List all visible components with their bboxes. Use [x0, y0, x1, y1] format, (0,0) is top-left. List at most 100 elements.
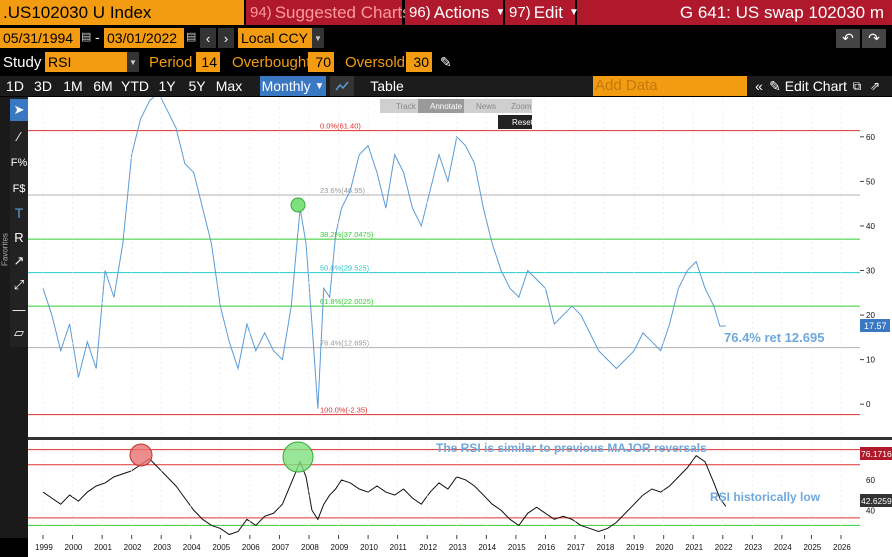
x-tick-label-2013: 2013	[449, 543, 467, 552]
x-tick-label-2022: 2022	[715, 543, 733, 552]
x-axis-bg	[28, 535, 892, 557]
text-tool-icon[interactable]: T	[14, 205, 24, 221]
news-button[interactable]: News	[476, 102, 496, 111]
fib-tool-icon[interactable]: F%	[10, 157, 28, 169]
collapse-icon[interactable]: «	[755, 78, 763, 94]
ray-tool-icon[interactable]: ⤢	[13, 277, 25, 292]
x-tick-label-2004: 2004	[183, 543, 201, 552]
start-date-input[interactable]: 05/31/1994	[0, 28, 80, 48]
period-button-1m[interactable]: 1M	[63, 78, 83, 94]
period-button-6m[interactable]: 6M	[93, 78, 113, 94]
currency-value: Local CCY	[241, 30, 308, 46]
edit-label: Edit	[533, 2, 563, 22]
fib-levels: 0.0%(61.40) 23.6%(46.95) 38.2%(37.0475) 50.…	[28, 122, 860, 416]
export-icon[interactable]: ⇗	[869, 79, 881, 93]
x-tick-label-2010: 2010	[360, 543, 378, 552]
start-date-value: 05/31/1994	[3, 30, 74, 46]
period-button-5y[interactable]: 5Y	[188, 78, 206, 94]
chart-area[interactable]: 0.0%(61.40) 23.6%(46.95) 38.2%(37.0475) 50.…	[28, 97, 892, 557]
end-calendar-icon[interactable]: ▤	[186, 31, 197, 43]
settings-edit-icon[interactable]: ⧉	[852, 78, 862, 93]
x-tick-label-2009: 2009	[331, 543, 349, 552]
x-tick-label-2003: 2003	[153, 543, 171, 552]
rsi-bottom-value: 42.6259	[861, 496, 892, 506]
oversold-input[interactable]: 30	[406, 52, 432, 72]
next-period-button[interactable]: ›	[218, 28, 234, 48]
tool-strip	[10, 97, 28, 347]
fib-label-3: 50.0%(29.525)	[320, 264, 370, 273]
overbought-input[interactable]: 70	[308, 52, 334, 72]
x-tick-label-2018: 2018	[597, 543, 615, 552]
fib-fan-tool-icon[interactable]: F$	[12, 183, 26, 195]
overbought-value: 70	[315, 54, 331, 70]
rsi-major-annotation: The RSI is similar to previous MAJOR rev…	[436, 441, 707, 455]
last-price-value: 17.57	[864, 321, 887, 331]
security-ticker: .US102030 U	[3, 2, 106, 22]
actions-caret-icon: ▼	[495, 7, 506, 18]
period-input[interactable]: 14	[196, 52, 220, 72]
add-data-input[interactable]: Add Data	[593, 76, 747, 96]
x-axis: 1999 2000 2001 2002 2003 2004 2005 2006 2007 2008…	[35, 97, 851, 552]
fib-label-5: 76.4%(12.695)	[320, 339, 370, 348]
horizontal-line-tool-icon[interactable]: —	[12, 301, 26, 317]
trend-tool-icon[interactable]: ↗	[13, 253, 25, 268]
pointer-tool-icon[interactable]: ➤	[10, 99, 28, 121]
rsi-highlight-2002	[129, 443, 153, 467]
period-label: Period	[149, 53, 193, 71]
fib-label-2: 38.2%(37.0475)	[320, 230, 374, 239]
currency-caret-icon[interactable]: ▼	[312, 28, 324, 48]
period-button-ytd[interactable]: YTD	[121, 78, 149, 94]
end-date-input[interactable]: 03/01/2022	[104, 28, 184, 48]
prev-period-button[interactable]: ‹	[200, 28, 216, 48]
price-y-axis: 0 10 20 30 40 50 60	[860, 133, 875, 409]
study-select[interactable]: RSI	[45, 52, 127, 72]
oversold-value: 30	[413, 54, 429, 70]
edit-num: 97)	[509, 4, 531, 21]
edit-button[interactable]: 97) Edit ▼	[505, 0, 579, 25]
period-button-1y[interactable]: 1Y	[158, 78, 176, 94]
table-button[interactable]: Table	[370, 78, 404, 94]
period-value: 14	[201, 54, 217, 70]
currency-select[interactable]: Local CCY	[238, 28, 312, 48]
period-button-3d[interactable]: 3D	[34, 78, 52, 94]
x-tick-label-2006: 2006	[242, 543, 260, 552]
period-button-1d[interactable]: 1D	[6, 78, 24, 94]
favorites-tab[interactable]: Favorites	[0, 233, 10, 267]
undo-icon[interactable]: ↶	[836, 29, 860, 48]
pencil-icon[interactable]: ✎	[440, 53, 452, 70]
study-label: Study	[3, 53, 42, 71]
edit-chart-button[interactable]: ✎ Edit Chart	[769, 76, 847, 96]
last-price-tag	[860, 319, 890, 332]
x-tick-label-2025: 2025	[803, 543, 821, 552]
period-buttons: 1D 3D 1M 6M YTD 1Y 5Y Max	[2, 76, 246, 96]
x-tick-label-2017: 2017	[567, 543, 585, 552]
start-calendar-icon[interactable]: ▤	[81, 31, 92, 43]
security-field[interactable]: .US102030 U Index	[0, 0, 244, 25]
period-button-max[interactable]: Max	[215, 78, 243, 94]
asset-class: Index	[109, 2, 152, 22]
rsi-bottom-tag	[860, 494, 892, 507]
eraser-tool-icon[interactable]: ▱	[14, 325, 24, 340]
x-tick-label-1999: 1999	[35, 543, 53, 552]
redo-icon[interactable]: ↷	[862, 29, 886, 48]
track-button[interactable]: Track	[396, 102, 417, 111]
suggested-charts-button[interactable]: 94) Suggested Charts	[246, 0, 411, 25]
study-caret-icon[interactable]: ▼	[127, 52, 139, 72]
rsi-highlight-2007	[282, 441, 314, 473]
line-chart-icon[interactable]	[330, 76, 354, 96]
annotate-button[interactable]: Annotate	[430, 102, 463, 111]
end-date-value: 03/01/2022	[107, 30, 178, 46]
price-axis-bg	[860, 97, 892, 437]
line-tool-icon[interactable]: ∕	[17, 128, 21, 144]
frequency-select[interactable]: Monthly ▼	[260, 76, 326, 96]
actions-num: 96)	[409, 4, 431, 21]
function-title: G 641: US swap 102030 m	[679, 2, 884, 22]
x-tick-label-2023: 2023	[744, 543, 762, 552]
actions-button[interactable]: 96) Actions ▼	[405, 0, 506, 25]
annotate-bg	[418, 99, 464, 113]
frequency-caret-icon: ▼	[314, 80, 325, 92]
retracement-tool-icon[interactable]: R	[14, 229, 24, 245]
x-tick-label-2002: 2002	[124, 543, 142, 552]
reset-button[interactable]: Reset	[512, 118, 534, 127]
zoom-button[interactable]: Zoom	[511, 102, 532, 111]
